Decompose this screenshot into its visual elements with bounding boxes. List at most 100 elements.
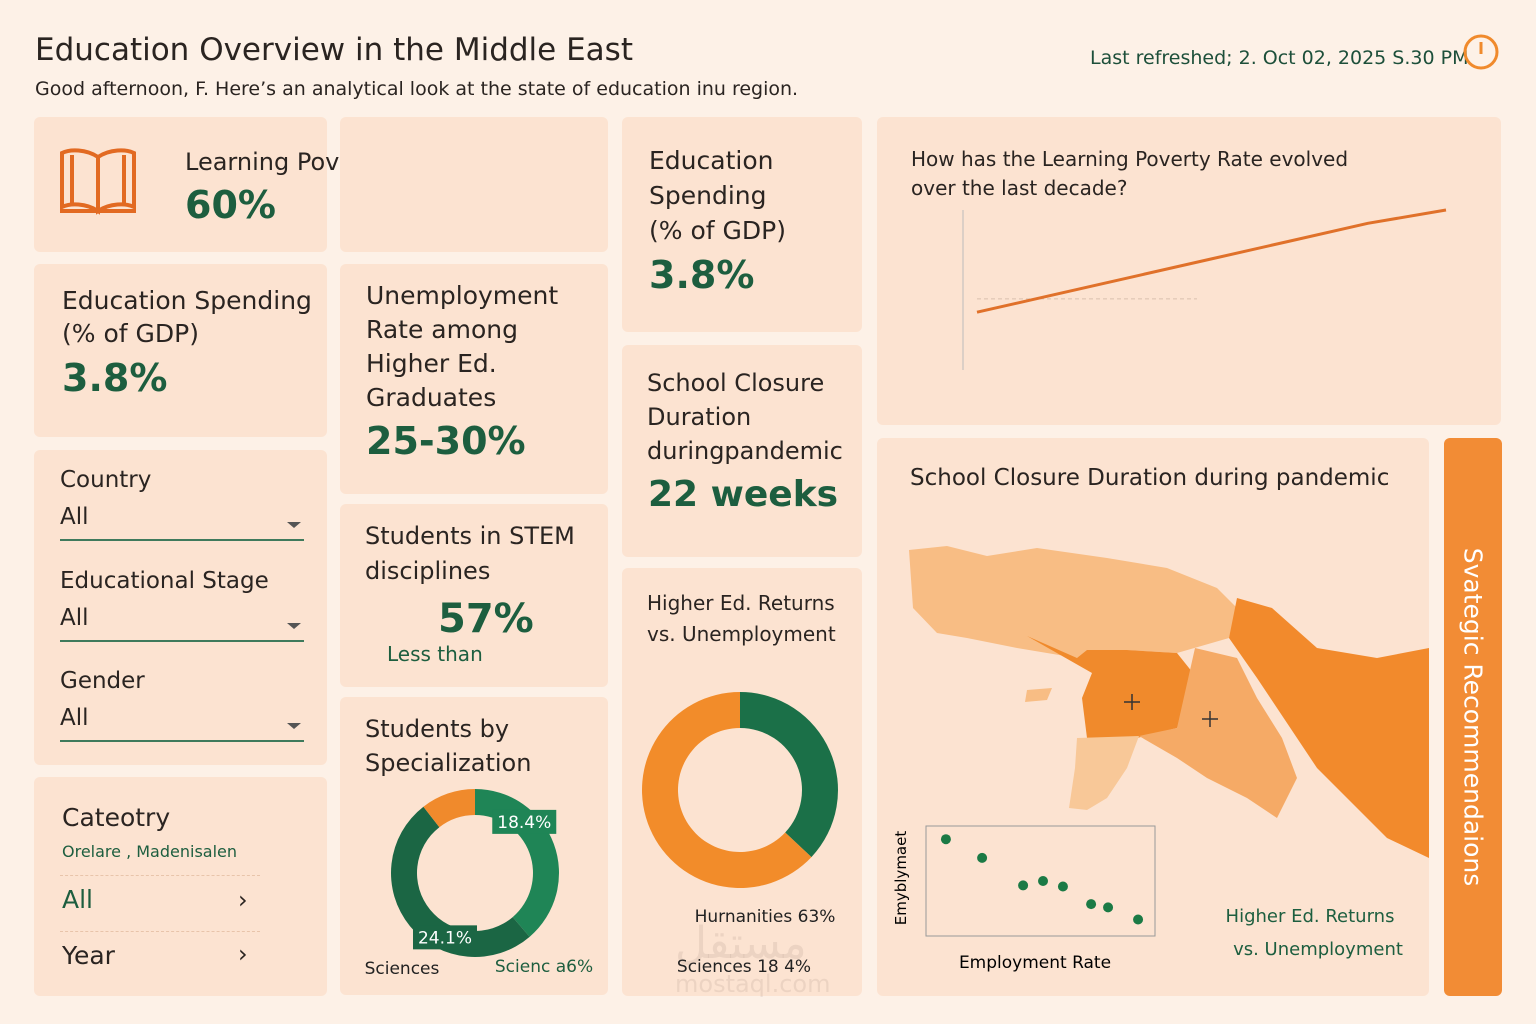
chart-caption: vs. Unemployment xyxy=(1233,939,1403,960)
x-axis-label: Employment Rate xyxy=(959,953,1111,973)
chevron: › xyxy=(238,886,248,914)
label-line: Students by xyxy=(365,715,510,743)
refresh-icon[interactable] xyxy=(1462,34,1500,72)
chart-note: Sciences xyxy=(365,959,440,979)
chart-caption: Higher Ed. Returns xyxy=(1226,906,1395,927)
value-label: 18.4% xyxy=(497,813,551,833)
filter-label: Gender xyxy=(60,668,145,694)
label-line: Education Spending xyxy=(62,286,312,315)
card xyxy=(622,345,862,557)
region xyxy=(1229,598,1429,858)
filter-underline xyxy=(60,640,304,642)
scatter-point xyxy=(1057,881,1068,892)
recommendations-button[interactable] xyxy=(1444,438,1502,996)
chevron: › xyxy=(238,940,248,968)
kpi-label: School Closure Duration duringpandemic xyxy=(647,366,843,468)
scatter-point xyxy=(977,852,988,863)
map-title: School Closure Duration during pandemic xyxy=(910,465,1390,491)
button-label[interactable]: Svategic Recommendaions xyxy=(1458,547,1488,887)
category-subtitle: Orelare , Madenisalen xyxy=(62,842,238,861)
book-icon xyxy=(60,148,136,215)
card xyxy=(877,117,1501,425)
data-line xyxy=(976,208,1447,314)
filter-value[interactable]: All xyxy=(60,504,89,530)
label-line: (% of GDP) xyxy=(649,216,786,245)
donut-segment xyxy=(641,692,812,888)
dropdown-caret xyxy=(287,522,301,528)
donut-segment xyxy=(391,806,530,957)
kpi-label: Unemployment Rate among Higher Ed. Graduate… xyxy=(366,279,558,415)
card xyxy=(622,117,862,332)
page-title: Education Overview in the Middle East xyxy=(35,32,633,68)
plot-frame xyxy=(925,825,1156,937)
kpi-label: Education Spending (% of GDP) xyxy=(649,143,786,248)
label-line: (% of GDP) xyxy=(62,319,199,348)
label-line: Rate among xyxy=(366,315,518,344)
scatter-chart: Employment Rate Emyblymaet Higher Ed. Retu… xyxy=(892,825,1403,973)
region xyxy=(1069,736,1139,810)
label-line: Specialization xyxy=(365,749,532,777)
label-bg xyxy=(492,809,557,834)
label-bg xyxy=(412,925,477,950)
label-line: Unemployment xyxy=(366,281,559,310)
separator xyxy=(60,875,260,876)
label-line: Education xyxy=(649,146,774,175)
subtitle: Good afternoon, F. Here’s an analytical … xyxy=(35,78,799,100)
label-line: Spending xyxy=(649,181,767,210)
region xyxy=(1025,688,1052,702)
map xyxy=(909,546,1429,858)
region xyxy=(909,546,1237,658)
label-line: Higher Ed. xyxy=(366,349,497,378)
donut-segment xyxy=(423,789,475,828)
scatter-point xyxy=(940,834,951,845)
card xyxy=(340,504,608,687)
kpi-value: 3.8% xyxy=(649,253,755,297)
chart-title: Higher Ed. Returns vs. Unemployment xyxy=(647,591,836,646)
kpi-label: Education Spending (% of GDP) xyxy=(62,284,312,350)
filter-card xyxy=(34,450,327,765)
label-line: duringpandemic xyxy=(647,437,843,465)
kpi-value: 3.8% xyxy=(62,356,168,400)
watermark: مستقل xyxy=(675,918,807,969)
scatter-point xyxy=(1038,876,1049,886)
label-line: Graduates xyxy=(366,383,497,412)
y-axis-label: Emyblymaet xyxy=(892,831,910,926)
filter-value[interactable]: All xyxy=(60,605,89,631)
line-chart: 50%2015201620172019201920202025 xyxy=(962,208,1447,370)
region xyxy=(1027,636,1197,748)
donut-segment xyxy=(740,692,838,858)
card xyxy=(340,264,608,494)
kpi-value: 57% xyxy=(438,596,534,642)
category-item[interactable]: All xyxy=(62,885,93,914)
category-card xyxy=(34,777,327,996)
chart-note: Hurnanities 63% xyxy=(695,907,836,927)
refreshed: Last refreshed; 2. Oct 02, 2025 S.30 PM xyxy=(1090,47,1469,69)
donut-chart: 18.4% 24.1% Sciences Scienc a6% xyxy=(365,789,593,979)
card xyxy=(34,117,327,252)
chart-note: Sciences 18 4% xyxy=(677,957,811,977)
scatter-point xyxy=(1133,914,1144,925)
filter-underline xyxy=(60,740,304,742)
category-title: Cateotry xyxy=(62,803,171,832)
label-line: School Closure xyxy=(647,369,825,397)
label-line: Students in STEM xyxy=(365,522,575,550)
kpi-note: Less than xyxy=(387,642,483,666)
kpi-value: 60% xyxy=(185,183,276,227)
scatter-point xyxy=(1018,880,1029,891)
filter-value[interactable]: All xyxy=(60,705,89,731)
filter-underline xyxy=(60,539,304,541)
category-item[interactable]: Year xyxy=(62,941,115,970)
label-line: Duration xyxy=(647,403,752,431)
separator xyxy=(60,931,260,932)
filter-label: Educational Stage xyxy=(60,568,269,594)
chart-title: How has the Learning Poverty Rate evolve… xyxy=(911,147,1349,200)
dropdown-caret xyxy=(287,623,301,629)
watermark: mostaql.com xyxy=(675,970,831,998)
card xyxy=(34,264,327,437)
value-label: 24.1% xyxy=(418,928,472,948)
chart-title: Students by Specialization xyxy=(365,712,531,780)
card xyxy=(340,117,608,252)
scatter-point xyxy=(1103,902,1114,913)
region xyxy=(1139,648,1297,818)
